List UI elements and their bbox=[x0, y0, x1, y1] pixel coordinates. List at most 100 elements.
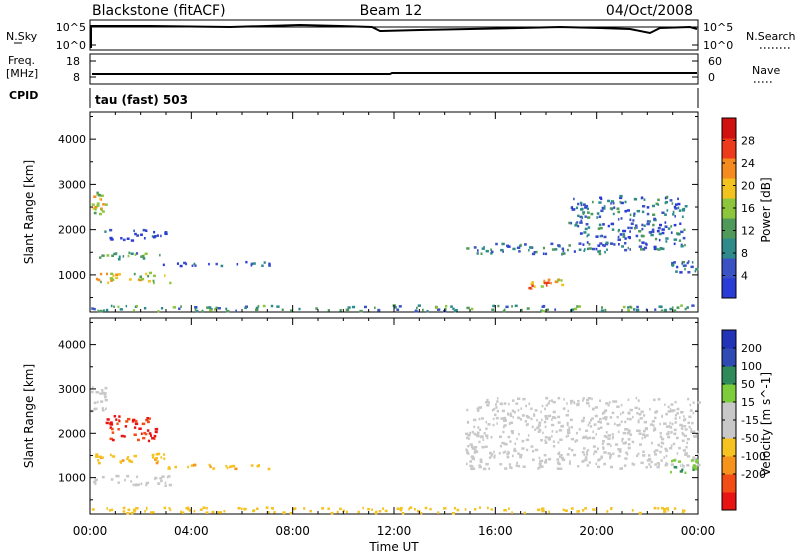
range-gate-cell bbox=[503, 419, 506, 423]
range-gate-cell bbox=[633, 308, 636, 311]
range-gate-cell bbox=[639, 443, 642, 446]
range-gate-cell bbox=[528, 402, 531, 406]
range-gate-cell bbox=[396, 308, 400, 311]
range-gate-cell bbox=[646, 212, 650, 216]
range-gate-cell bbox=[541, 305, 545, 308]
range-gate-cell bbox=[153, 274, 156, 278]
range-gate-cell bbox=[687, 421, 690, 425]
range-gate-cell bbox=[147, 280, 151, 283]
range-gate-cell bbox=[582, 435, 586, 439]
range-gate-cell bbox=[116, 422, 119, 425]
range-gate-cell bbox=[581, 419, 585, 422]
range-gate-cell bbox=[109, 426, 113, 429]
range-gate-cell bbox=[603, 205, 606, 208]
range-gate-cell bbox=[586, 437, 590, 440]
range-gate-cell bbox=[591, 247, 595, 251]
range-gate-cell bbox=[529, 246, 533, 249]
range-gate-cell bbox=[560, 454, 563, 457]
range-gate-cell bbox=[154, 427, 159, 431]
range-gate-cell bbox=[342, 509, 345, 513]
range-gate-cell bbox=[199, 508, 203, 511]
cpid-panel: tau (fast) 503 bbox=[89, 88, 699, 108]
range-gate-cell bbox=[330, 511, 334, 515]
range-gate-cell bbox=[617, 229, 620, 233]
range-gate-cell bbox=[408, 507, 410, 511]
range-gate-cell bbox=[576, 221, 579, 224]
range-gate-cell bbox=[508, 402, 510, 406]
range-gate-cell bbox=[539, 465, 542, 468]
range-gate-cell bbox=[531, 252, 536, 256]
noise-panel: 10^5 10^0 10^5 10^0 bbox=[56, 19, 733, 52]
x-tick-label: 08:00 bbox=[275, 524, 310, 538]
range-gate-cell bbox=[661, 506, 664, 510]
range-gate-cell bbox=[674, 417, 677, 420]
range-gate-cell bbox=[658, 232, 662, 236]
range-gate-cell bbox=[671, 409, 676, 412]
range-gate-cell bbox=[610, 444, 612, 447]
range-gate-cell bbox=[93, 480, 97, 484]
range-gate-cell bbox=[543, 281, 545, 284]
range-gate-cell bbox=[215, 262, 218, 266]
range-gate-cell bbox=[591, 397, 593, 401]
range-gate-cell bbox=[630, 226, 633, 230]
range-gate-cell bbox=[547, 414, 552, 418]
range-gate-cell bbox=[605, 431, 608, 434]
range-gate-cell bbox=[186, 506, 190, 510]
range-gate-cell bbox=[146, 417, 150, 420]
range-gate-cell bbox=[444, 307, 447, 311]
range-gate-cell bbox=[163, 506, 167, 510]
range-gate-cell bbox=[502, 417, 506, 420]
range-gate-cell bbox=[660, 459, 663, 462]
range-gate-cell bbox=[294, 507, 297, 510]
range-gate-cell bbox=[128, 459, 132, 463]
range-gate-cell bbox=[493, 454, 496, 457]
range-gate-cell bbox=[133, 272, 136, 276]
range-gate-cell bbox=[143, 307, 147, 310]
range-gate-cell bbox=[570, 402, 573, 405]
range-gate-cell bbox=[582, 399, 584, 402]
range-gate-cell bbox=[500, 417, 503, 420]
range-gate-cell bbox=[584, 248, 586, 251]
range-gate-cell bbox=[101, 409, 105, 412]
range-gate-cell bbox=[582, 212, 585, 216]
range-gate-cell bbox=[485, 434, 489, 437]
range-gate-cell bbox=[541, 418, 543, 422]
range-gate-cell bbox=[571, 308, 575, 311]
range-gate-cell bbox=[607, 437, 611, 440]
range-gate-cell bbox=[467, 444, 470, 448]
colorbar-segment bbox=[722, 366, 736, 385]
range-gate-cell bbox=[140, 482, 143, 485]
power-colorbar-tick: 28 bbox=[741, 135, 755, 148]
range-gate-cell bbox=[662, 437, 665, 441]
range-gate-cell bbox=[617, 238, 621, 241]
range-gate-cell bbox=[158, 482, 161, 485]
range-gate-cell bbox=[607, 434, 612, 437]
range-gate-cell bbox=[502, 425, 505, 429]
range-gate-cell bbox=[603, 235, 607, 239]
range-gate-cell bbox=[533, 251, 536, 254]
range-gate-cell bbox=[100, 198, 103, 201]
range-gate-cell bbox=[582, 211, 586, 214]
range-gate-cell bbox=[533, 413, 535, 416]
range-gate-cell bbox=[686, 441, 688, 445]
range-gate-cell bbox=[142, 257, 146, 260]
range-gate-cell bbox=[621, 245, 624, 248]
range-gate-cell bbox=[551, 418, 553, 421]
range-gate-cell bbox=[550, 242, 554, 246]
colorbar-segment bbox=[722, 138, 736, 159]
range-gate-cell bbox=[650, 441, 653, 445]
range-gate-cell bbox=[692, 430, 696, 433]
range-gate-cell bbox=[230, 465, 234, 468]
range-gate-cell bbox=[133, 510, 136, 513]
range-gate-cell bbox=[153, 437, 156, 440]
range-gate-cell bbox=[575, 222, 577, 225]
range-gate-cell bbox=[567, 434, 570, 437]
colorbar-segment bbox=[722, 158, 736, 179]
range-gate-cell bbox=[528, 249, 530, 252]
range-gate-cell bbox=[628, 430, 631, 434]
range-gate-cell bbox=[632, 415, 634, 419]
range-gate-cell bbox=[554, 248, 558, 251]
range-gate-cell bbox=[596, 212, 600, 215]
range-gate-cell bbox=[600, 456, 603, 460]
range-gate-cell bbox=[557, 244, 561, 247]
